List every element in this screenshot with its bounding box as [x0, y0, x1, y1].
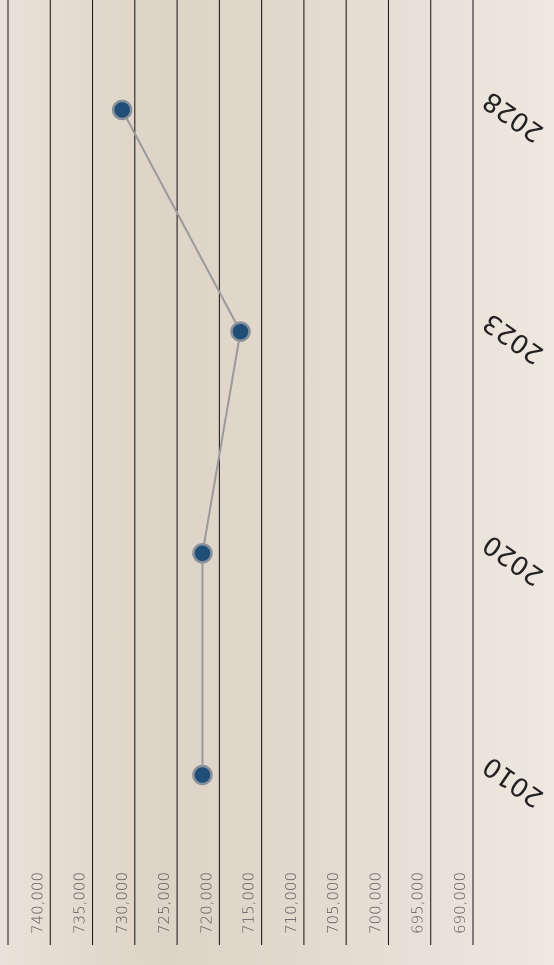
x-tick-label: 2023: [478, 307, 549, 370]
line: [121, 109, 242, 775]
y-tick-label: 695,000: [409, 872, 427, 934]
point: [230, 321, 251, 342]
x-tick-label: 2020: [478, 529, 549, 592]
point: [192, 764, 213, 786]
y-tick-label: 700,000: [366, 872, 384, 934]
y-tick-label: 725,000: [155, 872, 173, 934]
y-tick-label: 740,000: [28, 872, 46, 934]
x-tick-label: 2010: [478, 750, 549, 813]
y-tick-label: 735,000: [71, 872, 89, 934]
point: [111, 99, 133, 121]
y-tick-label: 710,000: [282, 872, 300, 934]
y-tick-label: 690,000: [451, 872, 469, 934]
y-tick-label: 705,000: [324, 872, 342, 934]
point: [192, 543, 213, 564]
y-tick-label: 730,000: [113, 872, 131, 934]
y-tick-label: 715,000: [240, 872, 258, 934]
x-tick-label: 2028: [478, 85, 549, 148]
y-tick-label: 720,000: [197, 872, 215, 934]
